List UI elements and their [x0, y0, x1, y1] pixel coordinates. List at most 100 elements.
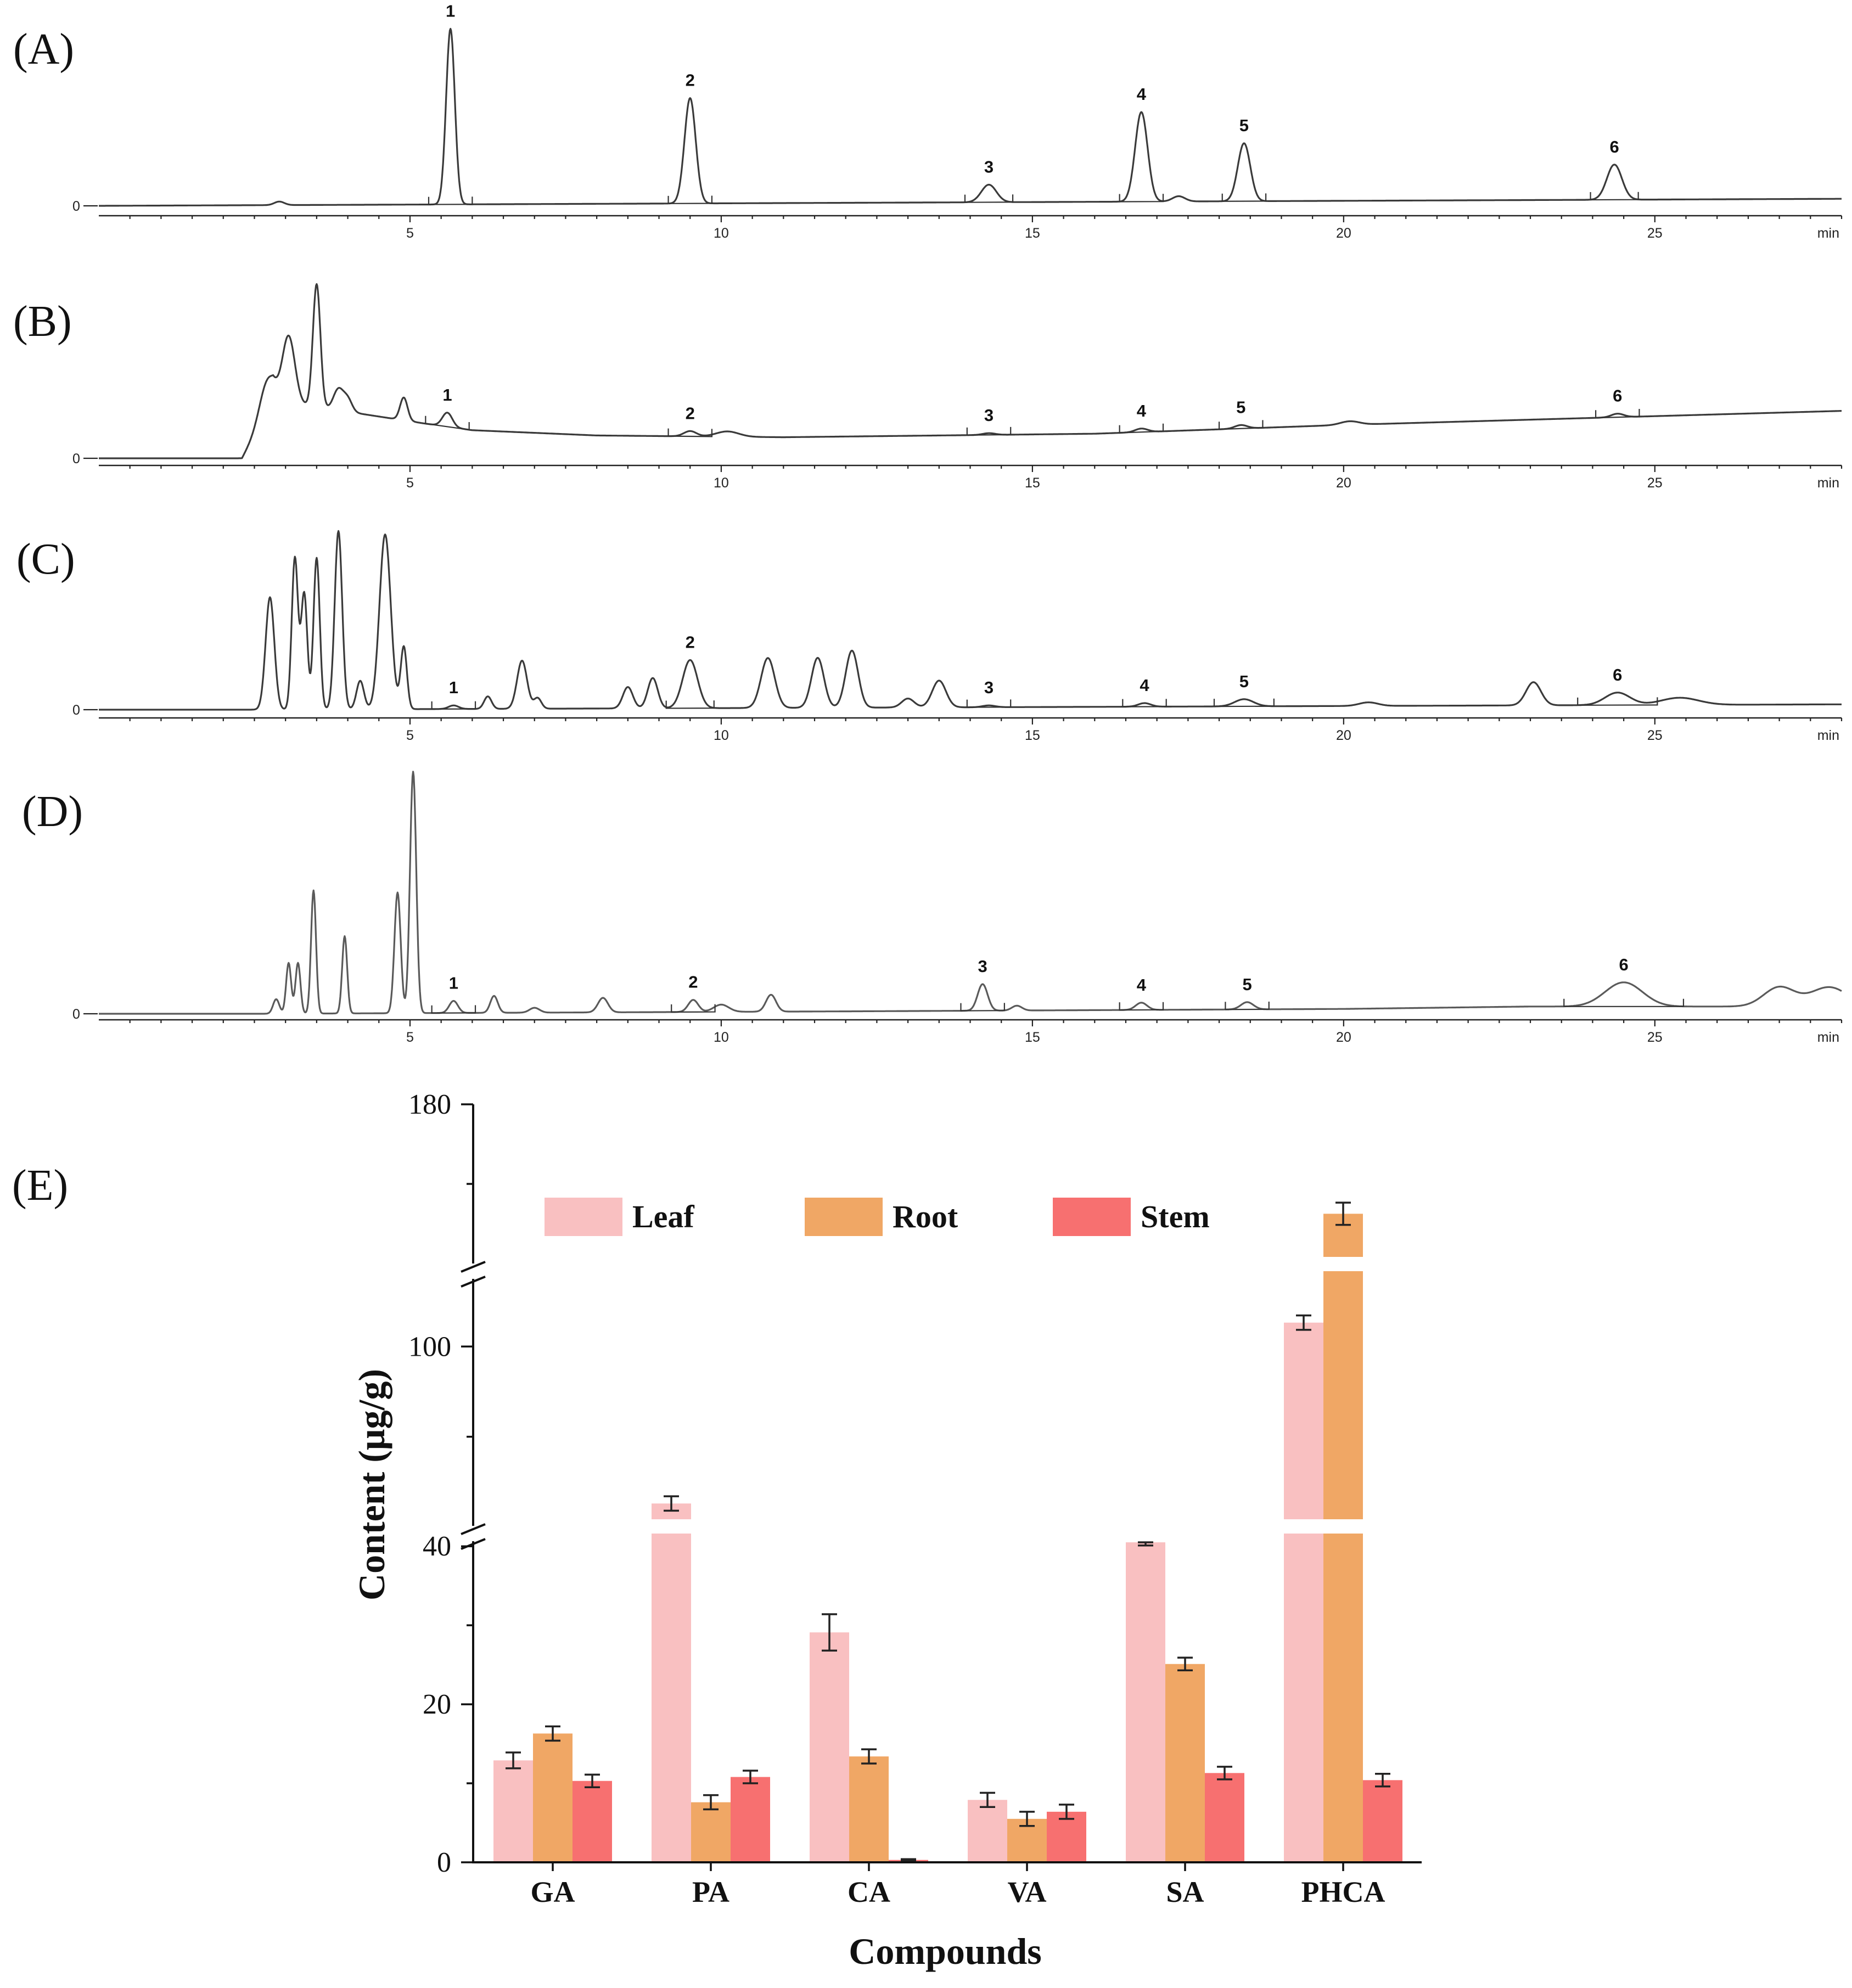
zero-label: 0 — [72, 703, 80, 718]
peak-label-1: 1 — [446, 1, 455, 20]
y-tick-label: 0 — [437, 1847, 451, 1878]
integration-marker — [1577, 697, 1658, 706]
integration-marker — [665, 700, 715, 709]
bar-chart: GA PA CA VA SA PHCA 0 20 40 100 180 Compounds Conten… — [351, 1089, 1438, 1972]
peak-label-3: 3 — [984, 678, 994, 697]
time-tick-label: 15 — [1025, 1030, 1040, 1045]
time-tick-label: 10 — [714, 728, 729, 743]
error-bar — [1138, 1541, 1153, 1547]
time-unit-label: min — [1817, 226, 1839, 241]
time-unit-label: min — [1817, 728, 1839, 743]
integration-marker — [1119, 1002, 1164, 1011]
integration-marker — [966, 426, 1012, 436]
peak-label-2: 2 — [686, 71, 695, 90]
chromatogram-trace — [98, 771, 1842, 1015]
chromatogram-a: 0 5 10 15 20 25 min 1 2 3 4 5 6 — [72, 1, 1843, 241]
integration-marker — [431, 1005, 476, 1014]
error-bar — [1375, 1773, 1390, 1788]
integration-marker — [1122, 699, 1167, 707]
error-bar — [1019, 1811, 1035, 1827]
chromatogram-trace — [98, 530, 1842, 711]
bar-leaf-ga — [493, 1760, 533, 1862]
category-label: SA — [1166, 1875, 1204, 1908]
y-tick-label: 20 — [423, 1689, 451, 1720]
peak-label-4: 4 — [1137, 401, 1147, 420]
peak-label-6: 6 — [1619, 955, 1629, 974]
category-label: PHCA — [1301, 1875, 1385, 1908]
integration-marker — [1563, 998, 1685, 1007]
legend-label-root: Root — [893, 1199, 958, 1234]
integration-marker — [1225, 1001, 1270, 1010]
bar-leaf-phca — [1284, 1322, 1323, 1862]
legend-swatch-leaf — [545, 1198, 622, 1236]
chromatogram-trace — [98, 27, 1842, 207]
panel-label-c: (C) — [16, 535, 75, 583]
integration-marker — [667, 428, 713, 437]
category-label: CA — [848, 1875, 890, 1908]
integration-marker — [1218, 420, 1264, 430]
peak-label-1: 1 — [442, 385, 452, 405]
time-tick-label: 5 — [406, 1030, 414, 1045]
integration-marker — [425, 415, 470, 431]
bar-stem-pa — [731, 1777, 770, 1862]
integration-marker — [1119, 423, 1164, 434]
bar-root-pa — [691, 1802, 731, 1862]
time-tick-label: 15 — [1025, 475, 1040, 491]
peak-label-5: 5 — [1239, 672, 1249, 691]
y-tick-label: 100 — [408, 1331, 451, 1362]
axis-break-mark — [461, 1523, 486, 1550]
peak-label-6: 6 — [1613, 665, 1622, 684]
time-tick-label: 25 — [1647, 475, 1663, 491]
bar-stem-sa — [1205, 1773, 1244, 1862]
bar-stem-ga — [573, 1781, 612, 1862]
bar-root-ga — [533, 1733, 573, 1862]
error-bar — [1217, 1766, 1232, 1781]
bar-leaf-va — [968, 1800, 1007, 1862]
chromatogram-trace — [98, 283, 1842, 459]
peak-label-2: 2 — [686, 403, 695, 423]
integration-marker — [1213, 698, 1275, 707]
zero-label: 0 — [72, 451, 80, 467]
error-bar — [743, 1770, 758, 1784]
time-tick-label: 20 — [1336, 1030, 1351, 1045]
panel-label-a: (A) — [13, 25, 74, 74]
chromatogram-d: 0 5 10 15 20 25 min 1 2 3 4 5 6 — [72, 771, 1843, 1045]
category-label: PA — [692, 1875, 729, 1908]
category-label: GA — [531, 1875, 575, 1908]
peak-label-4: 4 — [1140, 676, 1149, 695]
integration-marker — [966, 699, 1012, 708]
panel-label-d: (D) — [22, 788, 83, 836]
error-bar — [585, 1773, 600, 1788]
peak-label-2: 2 — [686, 633, 695, 652]
integration-marker — [428, 196, 473, 205]
time-tick-label: 5 — [406, 728, 414, 743]
integration-marker — [431, 701, 476, 710]
peak-label-5: 5 — [1239, 116, 1249, 135]
x-axis-title: Compounds — [849, 1930, 1042, 1972]
error-bar — [703, 1794, 719, 1811]
error-bar — [664, 1495, 679, 1512]
peak-label-1: 1 — [449, 678, 458, 697]
bar-root-ca — [849, 1756, 889, 1862]
error-bar — [980, 1792, 995, 1808]
time-tick-label: 15 — [1025, 226, 1040, 241]
legend-label-leaf: Leaf — [632, 1199, 694, 1234]
y-tick-label: 180 — [408, 1089, 451, 1120]
error-bar — [1177, 1656, 1193, 1671]
peak-label-2: 2 — [688, 973, 698, 992]
time-tick-label: 20 — [1336, 475, 1351, 491]
bar-leaf-ca — [810, 1632, 849, 1862]
integration-marker — [1595, 409, 1640, 419]
time-tick-label: 10 — [714, 1030, 729, 1045]
error-bar — [861, 1748, 877, 1765]
bar-stem-va — [1047, 1811, 1086, 1862]
error-bar — [901, 1858, 916, 1862]
error-bar — [545, 1725, 560, 1742]
peak-label-1: 1 — [449, 974, 458, 993]
panel-label-b: (B) — [13, 297, 72, 346]
panel-label-e: (E) — [12, 1161, 68, 1210]
peak-label-6: 6 — [1613, 386, 1622, 406]
peak-label-4: 4 — [1137, 975, 1147, 995]
time-tick-label: 25 — [1647, 1030, 1663, 1045]
